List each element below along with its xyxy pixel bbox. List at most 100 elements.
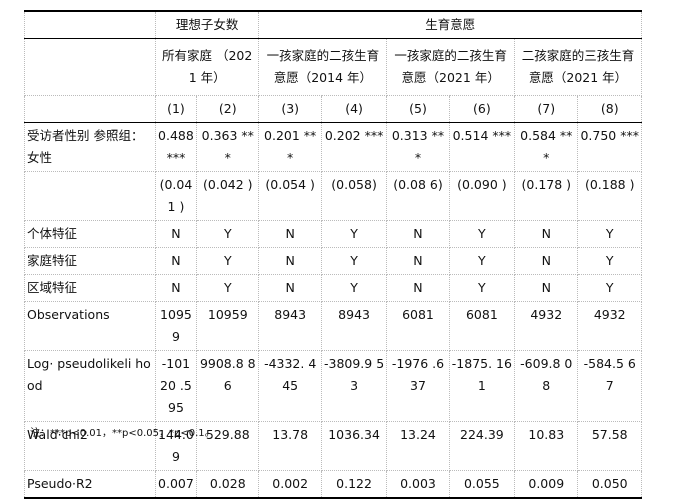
table-cell: 9908.8 86 xyxy=(196,350,260,422)
column-number: (5) xyxy=(386,95,450,123)
table-cell: Y xyxy=(320,220,388,248)
column-number: (4) xyxy=(320,95,388,123)
table-row: 受访者性别 参照组：女性 0.488 *** 0.363 *** 0.201 *** 0… xyxy=(24,122,642,172)
table-cell: Y xyxy=(196,220,260,248)
table-row: Pseudo·R2 0.007 0.028 0.002 0.122 0.003 0.055 0… xyxy=(24,470,642,499)
table-cell: 0.201 *** xyxy=(258,122,322,172)
row-label: 受访者性别 参照组：女性 xyxy=(24,122,156,172)
group-header: 理想子女数 xyxy=(154,10,260,39)
table-row: 所有家庭 （2021 年） 一孩家庭的二孩生育意愿（2014 年） 一孩家庭的二孩生… xyxy=(24,38,642,96)
column-number: (6) xyxy=(448,95,516,123)
row-label: Observations xyxy=(24,301,156,351)
sub-header: 一孩家庭的二孩生育意愿（2021 年） xyxy=(386,38,516,96)
table-row: 个体特征 N Y N Y N Y N Y xyxy=(24,220,642,248)
column-number: (8) xyxy=(577,95,642,123)
page: 理想子女数 生育意愿 所有家庭 （2021 年） 一孩家庭的二孩生育意愿（2014 年… xyxy=(24,10,642,499)
note: 注：***p<0.01，**p<0.05，*p<0.1。 xyxy=(30,428,215,439)
table-cell: N xyxy=(514,247,579,275)
table-cell: 0.584 *** xyxy=(514,122,579,172)
table-row: 区域特征 N Y N Y N Y N Y xyxy=(24,274,642,302)
column-number: (3) xyxy=(258,95,322,123)
table-cell: N xyxy=(258,247,322,275)
column-number: (7) xyxy=(514,95,579,123)
table-cell: 0.488 *** xyxy=(154,122,198,172)
table-cell: N xyxy=(514,220,579,248)
table-row: (1) (2) (3) (4) (5) (6) (7) (8) xyxy=(24,95,642,123)
table-row: Log· pseudolikeli hood -10120 .595 9908.8 … xyxy=(24,350,642,422)
table-cell: Y xyxy=(196,247,260,275)
table-cell: Y xyxy=(577,220,642,248)
table-row: Observations 10959 10959 8943 8943 6081 6081 49… xyxy=(24,301,642,351)
table-cell: -584.5 67 xyxy=(577,350,642,422)
table-cell: N xyxy=(154,274,198,302)
table-cell: Y xyxy=(577,247,642,275)
table-cell: 8943 xyxy=(320,301,388,351)
table-cell: (0.08 6) xyxy=(386,171,450,221)
table-cell: (0.090 ) xyxy=(448,171,516,221)
table-cell: N xyxy=(514,274,579,302)
table-cell: 10959 xyxy=(196,301,260,351)
row-label: 家庭特征 xyxy=(24,247,156,275)
table-cell: Y xyxy=(320,247,388,275)
table-cell: -1875. 161 xyxy=(448,350,516,422)
table-cell xyxy=(24,95,156,123)
table-cell: 57.58 xyxy=(577,421,642,471)
table-cell: 0.514 *** xyxy=(448,122,516,172)
table-cell: 10959 xyxy=(154,301,198,351)
table-cell: N xyxy=(258,220,322,248)
sub-header: 一孩家庭的二孩生育意愿（2014 年） xyxy=(258,38,388,96)
table-cell: (0.188 ) xyxy=(577,171,642,221)
table-cell: N xyxy=(154,247,198,275)
table-cell: (0.058) xyxy=(320,171,388,221)
table-cell: 0.750 *** xyxy=(577,122,642,172)
table-cell: 0.007 xyxy=(154,470,198,499)
table-cell: -10120 .595 xyxy=(154,350,198,422)
results-table: 理想子女数 生育意愿 所有家庭 （2021 年） 一孩家庭的二孩生育意愿（2014 年… xyxy=(24,10,642,499)
table-cell: N xyxy=(258,274,322,302)
sub-header: 所有家庭 （2021 年） xyxy=(154,38,260,96)
table-cell: (0.041 ) xyxy=(154,171,198,221)
table-cell: N xyxy=(386,220,450,248)
table-cell: 0.363 *** xyxy=(196,122,260,172)
table-cell: 13.78 xyxy=(258,421,322,471)
table-cell: Y xyxy=(448,247,516,275)
row-label xyxy=(24,171,156,221)
row-label: Pseudo·R2 xyxy=(24,470,156,499)
table-cell: 0.313 *** xyxy=(386,122,450,172)
table-cell: 8943 xyxy=(258,301,322,351)
row-label: Log· pseudolikeli hood xyxy=(24,350,156,422)
table-cell: (0.178 ) xyxy=(514,171,579,221)
table-cell: N xyxy=(386,274,450,302)
row-label: 个体特征 xyxy=(24,220,156,248)
table-cell: (0.042 ) xyxy=(196,171,260,221)
table-cell: 0.055 xyxy=(448,470,516,499)
column-number: (1) xyxy=(154,95,198,123)
table-cell xyxy=(24,38,156,96)
table-cell: Y xyxy=(448,274,516,302)
table-cell: 0.202 *** xyxy=(320,122,388,172)
column-number: (2) xyxy=(196,95,260,123)
table-cell: 0.002 xyxy=(258,470,322,499)
table-cell: 0.050 xyxy=(577,470,642,499)
table-cell: 1036.34 xyxy=(320,421,388,471)
table-cell: -3809.9 53 xyxy=(320,350,388,422)
table-cell: Y xyxy=(196,274,260,302)
group-header: 生育意愿 xyxy=(258,10,642,39)
table-cell: -1976 .637 xyxy=(386,350,450,422)
table-cell: 10.83 xyxy=(514,421,579,471)
table-row: (0.041 ) (0.042 ) (0.054 ) (0.058) (0.08 6)(… xyxy=(24,171,642,221)
table-cell: 6081 xyxy=(386,301,450,351)
table-cell: N xyxy=(386,247,450,275)
table-cell xyxy=(24,10,156,39)
table-cell: -4332. 445 xyxy=(258,350,322,422)
table-cell: N xyxy=(154,220,198,248)
table-cell: -609.8 08 xyxy=(514,350,579,422)
table-row: 理想子女数 生育意愿 xyxy=(24,10,642,39)
table-cell: 13.24 xyxy=(386,421,450,471)
table-cell: 0.003 xyxy=(386,470,450,499)
table-cell: 0.009 xyxy=(514,470,579,499)
table-cell: 0.122 xyxy=(320,470,388,499)
table-cell: (0.054 ) xyxy=(258,171,322,221)
row-label: 区域特征 xyxy=(24,274,156,302)
table-cell: Y xyxy=(320,274,388,302)
